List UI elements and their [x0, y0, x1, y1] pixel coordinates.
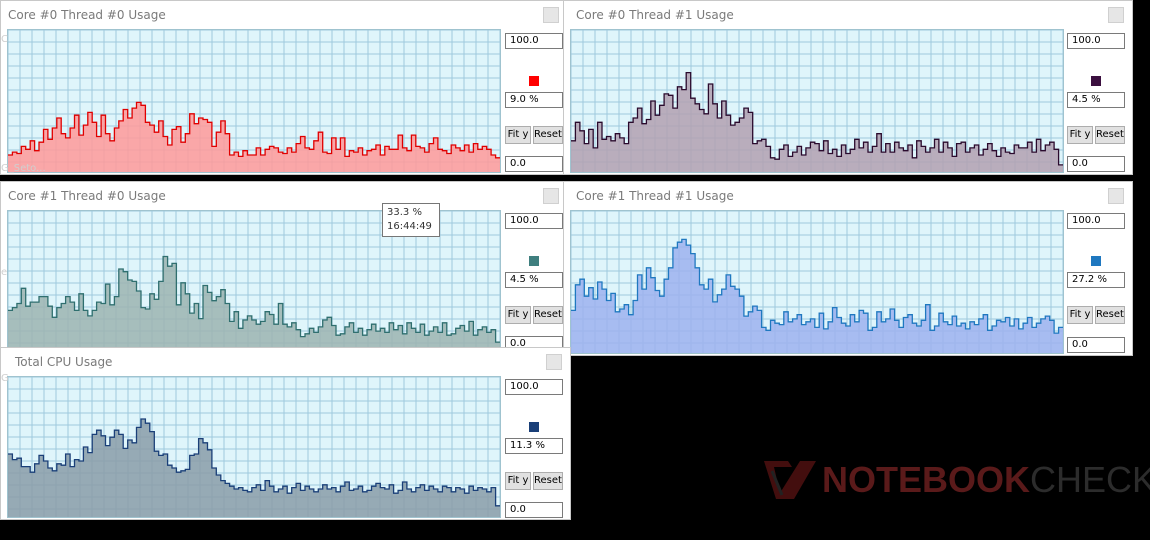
hover-tooltip: 33.3 % 16:44:49 [382, 203, 440, 237]
fit-y-button[interactable]: Fit y [1067, 306, 1093, 324]
reset-button[interactable]: Reset [1095, 126, 1125, 144]
reset-button[interactable]: Reset [533, 472, 563, 490]
usage-line [571, 71, 1063, 166]
y-max-field[interactable]: 100.0 [505, 213, 563, 229]
close-button[interactable] [543, 188, 559, 204]
y-max-field[interactable]: 100.0 [1067, 213, 1125, 229]
usage-area [571, 239, 1063, 353]
series-color-swatch[interactable] [1091, 256, 1101, 266]
desktop-text: G [1, 373, 9, 384]
desktop-text: G_Seto... [1, 163, 46, 174]
tooltip-value: 33.3 % [387, 207, 422, 218]
y-max-field[interactable]: 100.0 [505, 33, 563, 49]
window-title: Core #0 Thread #1 Usage [576, 8, 734, 22]
window-title: Core #1 Thread #0 Usage [8, 189, 166, 203]
usage-graph [570, 210, 1064, 354]
core0-thread1-window: Core #0 Thread #1 Usage 100.0 4.5 % Fit … [563, 0, 1133, 175]
reset-button[interactable]: Reset [1095, 306, 1125, 324]
series-color-swatch[interactable] [1091, 76, 1101, 86]
core0-thread0-window: Core #0 Thread #0 Usage 100.0 9.0 % Fit … [0, 0, 568, 175]
y-max-field[interactable]: 100.0 [1067, 33, 1125, 49]
desktop-text: e [1, 267, 8, 278]
series-color-swatch[interactable] [529, 256, 539, 266]
y-min-field[interactable]: 0.0 [505, 156, 563, 172]
series-color-swatch[interactable] [529, 76, 539, 86]
y-max-field[interactable]: 100.0 [505, 379, 563, 395]
usage-area [8, 256, 500, 349]
usage-graph [570, 29, 1064, 173]
usage-graph [7, 29, 501, 173]
usage-area [8, 419, 500, 517]
usage-line [571, 238, 1063, 334]
core1-thread0-window: Core #1 Thread #0 Usage 100.0 4.5 % Fit … [0, 181, 568, 352]
usage-line [8, 255, 500, 343]
reset-button[interactable]: Reset [533, 306, 563, 324]
window-title: Core #1 Thread #1 Usage [576, 189, 734, 203]
desktop-text: C [1, 34, 8, 45]
current-value-field: 9.0 % [505, 92, 563, 108]
notebookcheck-logo-icon [764, 461, 816, 499]
y-min-field[interactable]: 0.0 [1067, 337, 1125, 353]
close-button[interactable] [543, 7, 559, 23]
usage-area [8, 102, 500, 172]
tooltip-time: 16:44:49 [387, 221, 432, 232]
close-button[interactable] [1108, 188, 1124, 204]
usage-line [8, 418, 500, 507]
current-value-field: 27.2 % [1067, 272, 1125, 288]
close-button[interactable] [546, 354, 562, 370]
core1-thread1-window: Core #1 Thread #1 Usage 100.0 27.2 % Fit… [563, 181, 1133, 356]
close-button[interactable] [1108, 7, 1124, 23]
watermark-text: NOTEBOOKCHECK [822, 459, 1150, 500]
fit-y-button[interactable]: Fit y [505, 126, 531, 144]
reset-button[interactable]: Reset [533, 126, 563, 144]
y-min-field[interactable]: 0.0 [505, 502, 563, 518]
notebookcheck-watermark: NOTEBOOKCHECK [760, 455, 1150, 505]
fit-y-button[interactable]: Fit y [1067, 126, 1093, 144]
window-title: Total CPU Usage [15, 355, 113, 369]
usage-graph [7, 376, 501, 518]
usage-area [571, 72, 1063, 172]
total-cpu-window: Total CPU Usage 100.0 11.3 % Fit y Reset… [0, 347, 571, 520]
y-min-field[interactable]: 0.0 [1067, 156, 1125, 172]
series-color-swatch[interactable] [529, 422, 539, 432]
current-value-field: 11.3 % [505, 438, 563, 454]
window-title: Core #0 Thread #0 Usage [8, 8, 166, 22]
fit-y-button[interactable]: Fit y [505, 306, 531, 324]
current-value-field: 4.5 % [1067, 92, 1125, 108]
usage-line [8, 101, 500, 159]
current-value-field: 4.5 % [505, 272, 563, 288]
fit-y-button[interactable]: Fit y [505, 472, 531, 490]
